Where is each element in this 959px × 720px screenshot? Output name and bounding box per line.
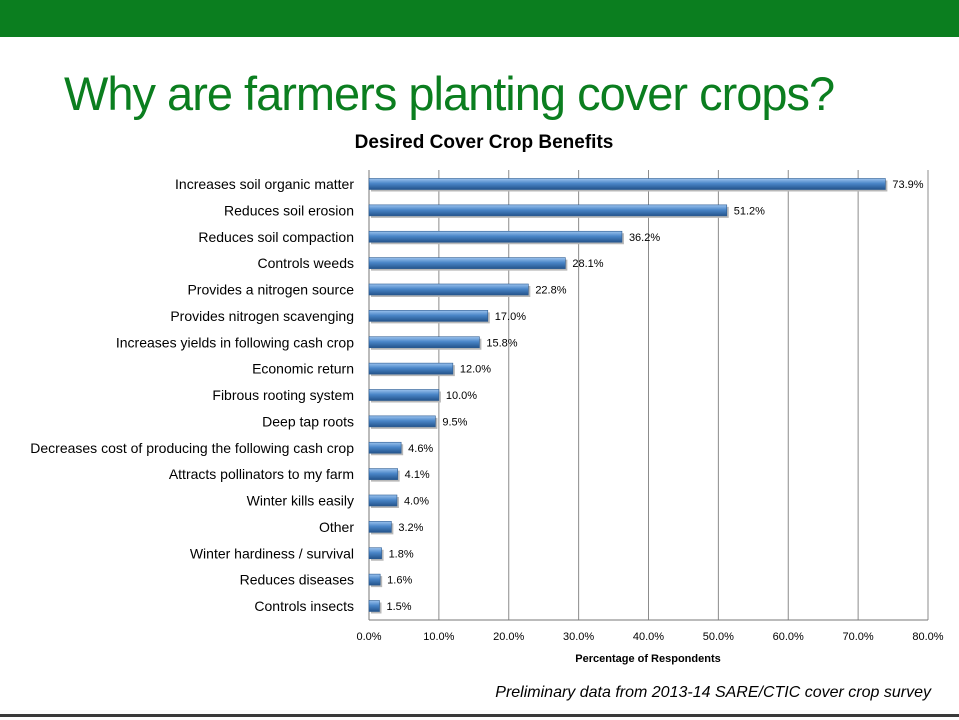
data-label: 1.5%: [386, 601, 411, 613]
top-banner: [0, 0, 959, 37]
category-label: Reduces soil erosion: [224, 202, 354, 218]
slide-title: Why are farmers planting cover crops?: [64, 67, 835, 120]
category-label: Winter kills easily: [247, 493, 354, 509]
category-label: Increases yields in following cash crop: [116, 334, 354, 350]
bar: [368, 415, 436, 428]
bar-group: [368, 283, 531, 297]
bar: [368, 441, 402, 454]
bar: [368, 600, 380, 612]
bar: [368, 468, 398, 480]
category-label: Provides a nitrogen source: [187, 282, 354, 298]
data-label: 12.0%: [460, 364, 491, 376]
bar: [368, 230, 623, 243]
data-label: 4.1%: [405, 469, 430, 481]
bar-group: [368, 257, 568, 271]
bar: [368, 336, 480, 349]
bar-group: [368, 521, 394, 535]
x-tick-label: 10.0%: [423, 631, 454, 643]
category-label: Controls weeds: [258, 255, 355, 271]
bar: [368, 547, 382, 560]
bar-group: [368, 204, 729, 218]
data-label: 10.0%: [446, 390, 477, 402]
data-label: 17.0%: [495, 311, 526, 323]
bottom-divider: [0, 714, 959, 717]
data-label: 51.2%: [734, 205, 765, 217]
bar-group: [368, 336, 482, 350]
chart-title: Desired Cover Crop Benefits: [355, 132, 614, 153]
data-label: 1.6%: [387, 575, 412, 587]
bar: [368, 389, 440, 401]
data-label: 73.9%: [892, 179, 923, 191]
data-label: 4.6%: [408, 443, 433, 455]
data-label: 36.2%: [629, 232, 660, 244]
bar: [368, 494, 398, 507]
bar-group: [368, 415, 438, 429]
data-label: 3.2%: [398, 522, 423, 534]
bar: [368, 362, 454, 375]
bar-chart: Desired Cover Crop Benefits Increases so…: [30, 132, 944, 665]
x-tick-label: 80.0%: [912, 631, 943, 643]
bar: [368, 178, 886, 190]
bar: [368, 573, 381, 586]
bar: [368, 283, 529, 296]
data-label: 9.5%: [442, 416, 467, 428]
category-label: Reduces diseases: [240, 572, 354, 588]
bar-group: [368, 178, 888, 192]
x-tick-label: 20.0%: [493, 631, 524, 643]
data-label: 4.0%: [404, 496, 429, 508]
data-label: 28.1%: [572, 258, 603, 270]
category-label: Other: [319, 519, 354, 535]
category-label: Fibrous rooting system: [212, 387, 354, 403]
x-tick-label: 70.0%: [843, 631, 874, 643]
bar-group: [368, 494, 399, 508]
bar-group: [368, 468, 400, 482]
bar: [368, 310, 489, 322]
category-label: Decreases cost of producing the followin…: [30, 440, 354, 456]
category-label: Economic return: [252, 361, 354, 377]
bar-group: [368, 441, 404, 456]
x-axis-label: Percentage of Respondents: [575, 653, 720, 665]
data-label: 22.8%: [535, 285, 566, 297]
category-label: Deep tap roots: [262, 413, 354, 429]
bar-group: [368, 310, 490, 324]
category-label: Controls insects: [254, 598, 354, 614]
bar: [368, 257, 566, 269]
x-tick-label: 60.0%: [773, 631, 804, 643]
bar-group: [368, 230, 624, 245]
data-label: 1.8%: [389, 548, 414, 560]
bar-group: [368, 600, 382, 614]
bar-group: [368, 573, 383, 588]
category-label: Provides nitrogen scavenging: [170, 308, 354, 324]
x-tick-label: 30.0%: [563, 631, 594, 643]
bar-group: [368, 362, 455, 377]
bar: [368, 521, 392, 533]
footnote: Preliminary data from 2013-14 SARE/CTIC …: [495, 684, 931, 701]
bar-group: [368, 389, 441, 403]
category-label: Winter hardiness / survival: [190, 545, 354, 561]
bar: [368, 204, 728, 217]
category-label: Reduces soil compaction: [198, 229, 354, 245]
category-label: Attracts pollinators to my farm: [169, 466, 354, 482]
x-tick-label: 50.0%: [703, 631, 734, 643]
data-label: 15.8%: [486, 337, 517, 349]
x-tick-label: 0.0%: [356, 631, 381, 643]
bar-group: [368, 547, 384, 561]
category-label: Increases soil organic matter: [175, 176, 354, 192]
x-tick-label: 40.0%: [633, 631, 664, 643]
